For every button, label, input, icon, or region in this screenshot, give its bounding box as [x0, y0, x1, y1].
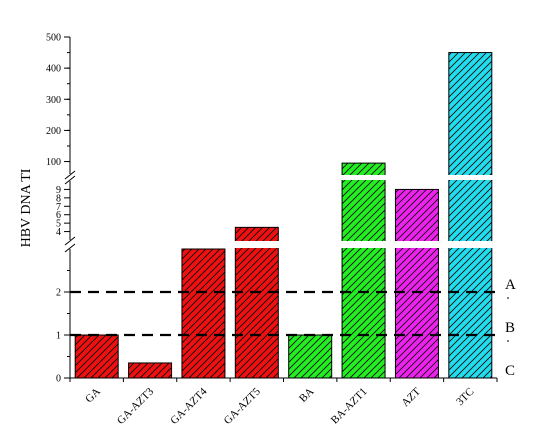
- break-gap: [341, 175, 387, 180]
- bar-ga-azt4: [181, 248, 226, 379]
- y-tick-label: 100: [46, 157, 61, 168]
- y-axis-label: HBV DNA TI: [19, 168, 34, 247]
- axis-break-mark: [64, 243, 76, 253]
- y-tick-label: 2: [56, 288, 61, 299]
- break-gap: [234, 241, 280, 248]
- y-tick-label: 6: [56, 210, 61, 221]
- bar-azt: [394, 188, 439, 379]
- break-gap: [394, 241, 440, 248]
- axis-break-gaps: [234, 175, 493, 248]
- x-tick-label: GA-AZT5: [222, 385, 264, 427]
- y-tick-label: 5: [56, 219, 61, 230]
- reference-label-b: B: [505, 320, 515, 336]
- bar-ga-azt5: [234, 226, 279, 379]
- break-gap: [447, 241, 493, 248]
- x-tick-label: GA: [83, 386, 103, 406]
- bar-ba-azt1: [341, 162, 386, 379]
- bars-layer: [74, 52, 493, 379]
- y-tick-label: 4: [56, 227, 61, 238]
- y-tick-label: 400: [46, 64, 61, 75]
- reference-label-a: A: [505, 277, 516, 293]
- bar-ga-azt3: [128, 362, 173, 379]
- y-tick-label: 9: [56, 185, 61, 196]
- y-tick-label: 500: [46, 33, 61, 44]
- bar-ba: [288, 334, 333, 379]
- y-tick-label: 7: [56, 202, 61, 213]
- bar-3tc: [448, 52, 493, 379]
- axis-break-mark: [64, 175, 76, 185]
- x-tick-label: AZT: [399, 385, 423, 409]
- y-tick-label: 1: [56, 331, 61, 342]
- x-tick-label: BA: [297, 386, 316, 405]
- x-tick-label: 3TC: [454, 386, 476, 408]
- y-tick-label: 0: [56, 374, 61, 385]
- x-tick-label: GA-AZT4: [168, 385, 210, 427]
- bar-ga: [74, 334, 119, 379]
- reference-lines: [70, 290, 509, 342]
- reference-label-c: C: [505, 363, 515, 379]
- axes: [64, 36, 498, 382]
- break-gap: [341, 241, 387, 248]
- y-tick-label: 200: [46, 126, 61, 137]
- y-tick-label: 300: [46, 95, 61, 106]
- axis-break-mark: [64, 170, 76, 180]
- x-tick-label: BA-AZT1: [329, 386, 370, 427]
- break-gap: [447, 175, 493, 180]
- y-tick-label: 8: [56, 193, 61, 204]
- x-tick-label: GA-AZT3: [115, 385, 157, 427]
- axis-break-mark: [64, 236, 76, 246]
